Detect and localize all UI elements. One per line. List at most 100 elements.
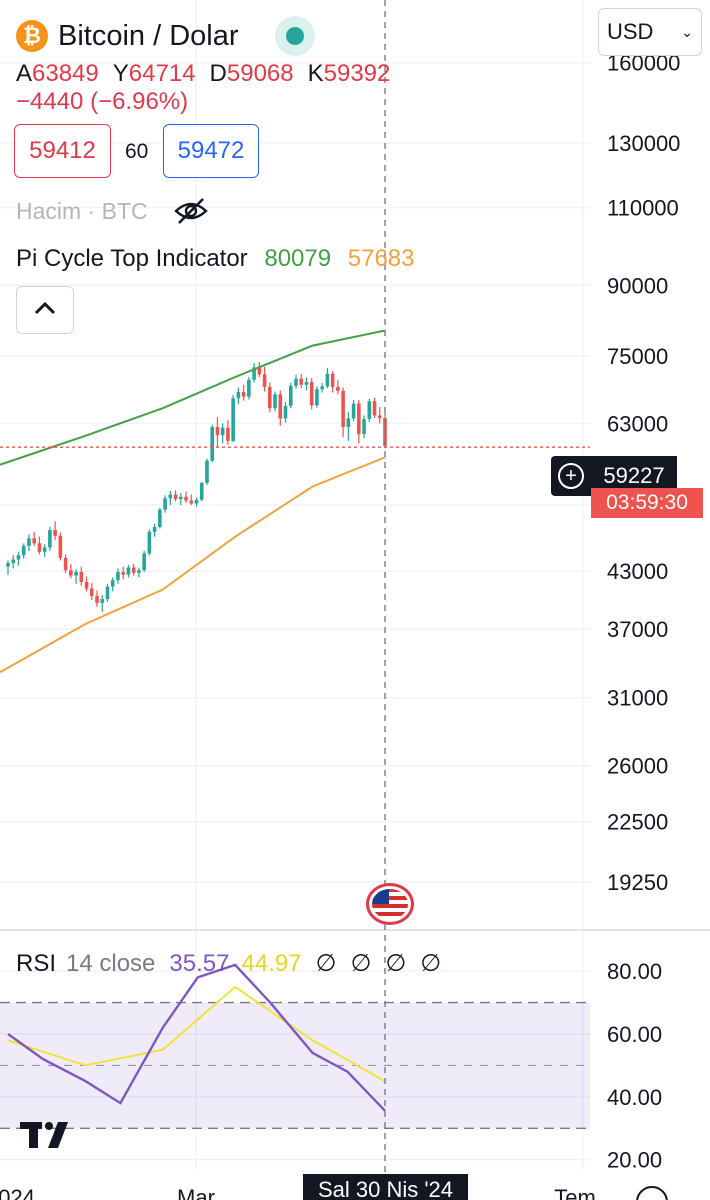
candle-body — [357, 403, 361, 434]
pi-cycle-line-green — [0, 329, 386, 466]
candle-body — [158, 509, 162, 527]
rsi-scale[interactable]: 80.00 60.00 40.00 20.00 — [607, 959, 662, 1173]
candle-body — [320, 386, 324, 390]
eye-slash-icon[interactable] — [173, 197, 208, 225]
candle-body — [236, 392, 241, 399]
rsi-ma-value: 44.97 — [241, 949, 302, 977]
plus-circle-icon: + — [558, 463, 584, 489]
candle-body — [189, 500, 194, 504]
candle-body — [142, 553, 146, 571]
candle-body — [304, 381, 309, 385]
candle-body — [116, 571, 120, 581]
time-axis[interactable]: 2024 Mar Tem — [0, 1185, 596, 1200]
candle-body — [89, 588, 94, 597]
candle-body — [74, 571, 78, 576]
low-label: D — [209, 60, 227, 87]
bar-countdown: 03:59:30 — [591, 488, 703, 518]
candle-body — [173, 494, 178, 500]
candle-body — [110, 580, 115, 587]
candle-body — [377, 415, 382, 419]
rsi-params: 14 close — [66, 949, 156, 977]
candle-body — [168, 494, 173, 499]
pi-cycle-legend[interactable]: Pi Cycle Top Indicator 80079 57683 — [16, 245, 415, 273]
price-tick-label: 110000 — [607, 196, 679, 221]
price-tick-label: 90000 — [607, 273, 668, 298]
rsi-grid — [0, 970, 590, 1161]
open-value: 63849 — [32, 60, 99, 87]
candle-body — [95, 596, 99, 603]
volume-legend[interactable]: Hacim · BTC — [16, 197, 208, 225]
candle-body — [226, 427, 230, 441]
candle-body — [367, 401, 372, 420]
low-value: 59068 — [226, 60, 294, 87]
rsi-line — [7, 963, 386, 1112]
price-tick-label: 130000 — [607, 131, 680, 156]
candle-body — [278, 394, 283, 419]
candle-body — [147, 531, 152, 554]
candle-body — [199, 482, 204, 500]
candle-body — [137, 570, 141, 573]
buy-button[interactable]: 59472 — [163, 124, 259, 178]
currency-value: USD — [607, 19, 654, 44]
time-tick-label: 2024 — [0, 1185, 35, 1200]
candle-body — [63, 557, 68, 571]
candle-body — [247, 379, 251, 397]
rsi-name: RSI — [16, 949, 57, 977]
candle-body — [105, 586, 110, 600]
price-grid — [0, 0, 590, 1170]
rsi-tick-label: 80.00 — [607, 959, 662, 984]
candle-body — [210, 426, 215, 461]
sell-price: 59412 — [29, 137, 96, 164]
pi-cycle-name: Pi Cycle Top Indicator — [16, 245, 248, 272]
collapse-legend-button[interactable] — [16, 286, 74, 334]
symbol-header[interactable]: ₿ Bitcoin / Dolar — [16, 16, 315, 56]
candle-body — [336, 386, 340, 391]
candle-body — [6, 563, 10, 567]
add-alert-button[interactable]: + — [551, 456, 591, 496]
tradingview-logo-icon — [20, 1120, 78, 1155]
candle-body — [11, 559, 16, 564]
high-label: Y — [112, 60, 129, 87]
candle-body — [220, 427, 225, 436]
candle-body — [152, 526, 157, 532]
candle-body — [362, 419, 366, 434]
candle-body — [32, 538, 36, 544]
na-symbol: ∅ — [350, 950, 372, 977]
us-flag-event-icon[interactable] — [366, 883, 414, 925]
time-tick-label: Tem — [554, 1185, 596, 1200]
price-scale[interactable]: 1600001300001100009000075000630005100043… — [607, 51, 680, 895]
pi-cycle-value-1: 80079 — [264, 245, 332, 272]
spread-value: 60 — [125, 140, 149, 163]
chevron-up-icon — [33, 300, 57, 321]
pi-cycle-line-orange — [0, 456, 386, 674]
candle-body — [58, 535, 63, 558]
rsi-tick-label: 20.00 — [607, 1148, 662, 1173]
price-tick-label: 26000 — [607, 754, 668, 779]
candle-body — [309, 381, 314, 406]
price-tick-label: 75000 — [607, 344, 668, 369]
pi-cycle-value-2: 57683 — [347, 245, 415, 272]
rsi-tick-label: 60.00 — [607, 1022, 662, 1047]
candle-body — [315, 389, 319, 406]
na-symbol: ∅ — [385, 950, 407, 977]
candle-body — [325, 373, 330, 387]
candle-body — [48, 530, 52, 548]
close-label: K — [307, 60, 324, 87]
candle-body — [100, 599, 105, 603]
sell-button[interactable]: 59412 — [14, 124, 111, 178]
candle-body — [341, 390, 345, 427]
candle-body — [53, 530, 57, 536]
rsi-legend[interactable]: RSI 14 close 35.57 44.97 ∅ ∅ ∅ ∅ — [16, 949, 441, 978]
price-tick-label: 43000 — [607, 559, 668, 584]
bitcoin-logo-icon: ₿ — [16, 20, 48, 52]
candle-body — [288, 385, 293, 406]
candle-body — [268, 386, 272, 409]
candle-body — [37, 543, 42, 552]
buy-price: 59472 — [177, 137, 245, 164]
currency-select[interactable]: USD ⌄ — [598, 8, 702, 56]
candle-body — [121, 571, 125, 575]
candle-body — [257, 367, 262, 375]
candle-body — [294, 378, 298, 386]
candle-body — [184, 496, 188, 501]
